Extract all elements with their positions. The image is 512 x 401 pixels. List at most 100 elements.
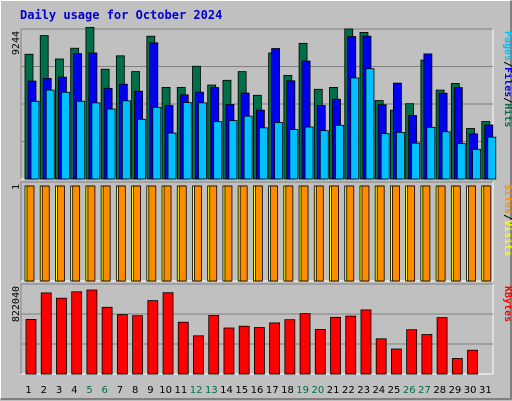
traffic-bar-pages [350, 77, 360, 180]
traffic-bar-pages [106, 108, 116, 180]
visitors-legend-entry: Sites [502, 184, 512, 214]
traffic-bar-pages [258, 127, 268, 180]
traffic-legend: Pages/Files/Hits [502, 31, 512, 127]
x-tick-label: 22 [342, 385, 355, 396]
traffic-max-label: 9244 [11, 31, 22, 55]
x-tick-label: 14 [220, 385, 233, 396]
x-tick-label: 27 [418, 385, 431, 396]
visitors-bar-sites [270, 185, 279, 282]
x-tick-label: 7 [117, 385, 123, 396]
kbytes-bar [284, 319, 296, 375]
kbytes-legend-entry: KBytes [502, 286, 512, 322]
x-tick-label: 26 [403, 385, 416, 396]
kbytes-bar [436, 317, 448, 375]
traffic-bar-pages [213, 121, 223, 180]
visitors-legend: Sites/Visits [502, 184, 512, 256]
x-tick-label: 19 [296, 385, 309, 396]
kbytes-bar [132, 315, 143, 375]
kbytes-bar [330, 316, 341, 375]
kbytes-bar [101, 306, 113, 375]
traffic-bar-pages [441, 131, 451, 180]
traffic-bar-pages [152, 106, 162, 180]
visitors-bar-sites [254, 185, 263, 282]
visitors-bar-sites [422, 185, 431, 282]
traffic-bar-pages [289, 129, 299, 180]
visitors-bar-sites [41, 185, 50, 282]
x-tick-label: 12 [190, 385, 203, 396]
visitors-bar-sites [224, 185, 233, 282]
traffic-legend-entry: Pages [502, 31, 512, 61]
x-tick-label: 18 [281, 385, 294, 396]
x-tick-label: 5 [86, 385, 92, 396]
visitors-bar-sites [452, 185, 461, 282]
kbytes-bar [360, 309, 372, 375]
x-tick-label: 17 [266, 385, 279, 396]
visitors-bar-sites [331, 185, 339, 282]
kbytes-bar [375, 338, 387, 375]
kbytes-bar [391, 348, 402, 375]
visitors-bar-sites [194, 185, 202, 282]
visitors-bar-sites [483, 185, 492, 282]
x-tick-label: 1 [25, 385, 31, 396]
traffic-bar-pages [411, 142, 421, 180]
visitors-bar-sites [468, 185, 476, 282]
traffic-bar-pages [30, 100, 40, 180]
x-tick-label: 8 [132, 385, 138, 396]
traffic-bar-pages [61, 91, 70, 180]
x-tick-label: 31 [479, 385, 492, 396]
x-tick-label: 24 [372, 385, 385, 396]
visitors-bar-sites [392, 185, 400, 282]
visitors-bar-sites [57, 185, 65, 282]
traffic-bar-pages [380, 133, 390, 180]
visitors-bar-sites [285, 185, 294, 282]
traffic-bar-pages [198, 102, 207, 180]
chart-title: Daily usage for October 2024 [20, 8, 223, 22]
visitors-max-label: 1 [11, 184, 22, 190]
kbytes-bar [253, 327, 265, 375]
traffic-bar-pages [76, 100, 86, 180]
visitors-bar-sites [117, 185, 126, 282]
kbytes-bar [269, 322, 281, 375]
traffic-bar-pages [319, 130, 329, 180]
visitors-bar-sites [102, 185, 111, 282]
kbytes-bar [299, 313, 311, 375]
visitors-bar-sites [178, 185, 187, 282]
kbytes-legend: KBytes [502, 286, 512, 322]
x-tick-label: 4 [71, 385, 77, 396]
kbytes-bar [467, 349, 478, 375]
traffic-bar-pages [456, 143, 466, 180]
kbytes-bar [147, 300, 159, 375]
kbytes-bar [116, 314, 128, 375]
visitors-bar-sites [239, 185, 248, 282]
visitors-bar-sites [346, 185, 355, 282]
kbytes-bar [177, 321, 189, 375]
kbytes-bar [71, 291, 83, 375]
traffic-legend-entry: / [502, 97, 512, 103]
kbytes-max-label: 822040 [11, 286, 22, 322]
x-tick-label: 9 [147, 385, 153, 396]
traffic-bar-pages [137, 118, 146, 180]
x-tick-label: 21 [327, 385, 340, 396]
kbytes-bar [25, 318, 37, 375]
traffic-bar-pages [228, 120, 238, 180]
kbytes-bar [162, 292, 174, 375]
traffic-bar-pages [396, 132, 405, 180]
visitors-bar-sites [163, 185, 172, 282]
kbytes-bar [56, 297, 67, 375]
visitors-bar-sites [361, 185, 370, 282]
x-tick-label: 10 [159, 385, 172, 396]
traffic-bar-pages [182, 102, 192, 180]
visitors-bar-sites [376, 185, 385, 282]
traffic-bar-pages [426, 126, 436, 180]
traffic-bar-pages [167, 132, 177, 180]
kbytes-bar [40, 292, 52, 375]
traffic-bar-pages [365, 68, 375, 180]
traffic-bar-pages [304, 126, 314, 180]
visitors-bar-sites [437, 185, 446, 282]
traffic-legend-entry: Hits [502, 103, 512, 127]
x-tick-label: 6 [102, 385, 108, 396]
kbytes-bar [238, 325, 250, 375]
x-tick-label: 30 [464, 385, 477, 396]
kbytes-bar [193, 335, 204, 375]
visitors-bar-sites [26, 185, 35, 282]
